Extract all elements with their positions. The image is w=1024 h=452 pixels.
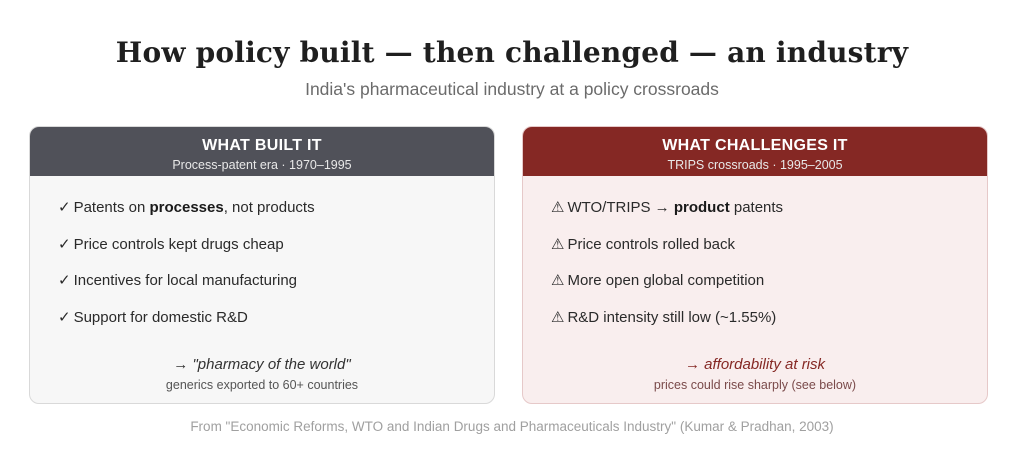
item-text: WTO/TRIPS → [567,199,674,216]
check-icon: ✓ [58,272,71,289]
built-it-outcome-note: generics exported to 60+ countries [165,378,359,392]
challenges-it-outcome: → affordability at risk [684,356,826,373]
check-icon: ✓ [58,235,71,253]
item-text: Price controls kept drugs cheap [73,235,284,253]
item-text: Price controls rolled back [567,235,736,253]
page-subtitle: India's pharmaceutical industry at a pol… [305,79,719,99]
built-it-title: WHAT BUILT IT [202,137,322,154]
item-emphasis: processes [149,199,224,216]
built-it-item: ✓ Patents on processes, not products [58,198,494,235]
item-text: More open global competition [567,272,765,289]
challenges-it-era: TRIPS crossroads · 1995–2005 [667,158,843,172]
item-text-tail: , not products [223,199,315,216]
item-emphasis: product [673,199,730,216]
warning-icon: ⚠ [551,308,565,326]
item-text: R&D intensity still low (~1.55%) [567,308,777,326]
built-it-item: ✓ Support for domestic R&D [58,308,494,345]
challenges-it-item: ⚠ More open global competition [551,271,987,308]
challenges-it-item: ⚠ WTO/TRIPS → product patents [551,198,987,235]
source-citation: From "Economic Reforms, WTO and Indian D… [190,419,834,434]
item-text: Incentives for local manufacturing [73,272,298,289]
page-title: How policy built — then challenged — an … [115,36,909,69]
challenges-it-item: ⚠ Price controls rolled back [551,235,987,272]
built-it-outcome: → "pharmacy of the world" [173,356,351,373]
item-text: Support for domestic R&D [73,308,248,326]
built-it-era: Process-patent era · 1970–1995 [172,158,352,172]
warning-icon: ⚠ [551,235,565,253]
built-it-header: WHAT BUILT IT Process-patent era · 1970–… [30,127,494,176]
challenges-it-title: WHAT CHALLENGES IT [662,137,848,154]
check-icon: ✓ [58,199,71,216]
item-text-tail: patents [729,199,784,216]
check-icon: ✓ [58,308,71,326]
challenges-it-card: WHAT CHALLENGES IT TRIPS crossroads · 19… [522,126,988,404]
warning-icon: ⚠ [551,199,565,216]
warning-icon: ⚠ [551,272,565,289]
built-it-card: WHAT BUILT IT Process-patent era · 1970–… [29,126,495,404]
built-it-item: ✓ Price controls kept drugs cheap [58,235,494,272]
challenges-it-outcome-note: prices could rise sharply (see below) [653,378,857,392]
challenges-it-item: ⚠ R&D intensity still low (~1.55%) [551,308,987,345]
challenges-it-header: WHAT CHALLENGES IT TRIPS crossroads · 19… [523,127,987,176]
item-text: Patents on [73,199,150,216]
built-it-item: ✓ Incentives for local manufacturing [58,271,494,308]
